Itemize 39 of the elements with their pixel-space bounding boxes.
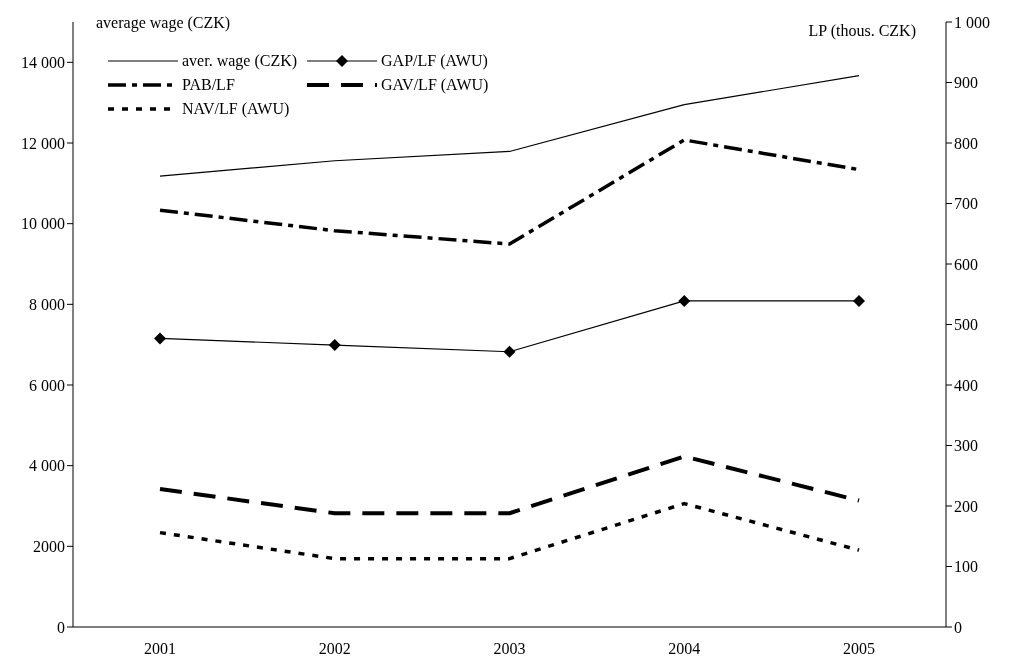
y2-tick-label: 100 bbox=[954, 558, 978, 576]
y2-tick-label: 1 000 bbox=[954, 13, 990, 31]
y-tick-label: 4 000 bbox=[29, 457, 65, 475]
legend-label: PAB/LF bbox=[182, 76, 235, 94]
legend-label: GAP/LF (AWU) bbox=[381, 52, 488, 70]
y2-tick-label: 0 bbox=[954, 618, 962, 636]
y-tick-label: 6 000 bbox=[29, 376, 65, 394]
y-tick-label: 12 000 bbox=[21, 134, 65, 152]
x-tick-label: 2001 bbox=[144, 640, 176, 658]
x-tick-label: 2002 bbox=[318, 640, 351, 658]
line-series bbox=[158, 454, 861, 516]
point bbox=[154, 332, 166, 345]
y-tick-label: 0 bbox=[57, 618, 65, 636]
y2-tick-label: 600 bbox=[954, 255, 978, 273]
y-tick-label: 8 000 bbox=[29, 296, 65, 314]
y-tick-label: 14 000 bbox=[21, 54, 65, 72]
y-tick-label: 2000 bbox=[33, 538, 65, 556]
point bbox=[678, 294, 691, 307]
legend-label: GAV/LF (AWU) bbox=[381, 76, 489, 94]
line-series bbox=[158, 501, 861, 561]
y2-tick-label: 400 bbox=[954, 376, 978, 394]
y2-tick-label: 500 bbox=[954, 316, 978, 334]
point bbox=[503, 345, 516, 358]
point bbox=[328, 339, 341, 352]
y2-axis-title: LP (thous. CZK) bbox=[808, 22, 916, 40]
y2-tick-label: 800 bbox=[954, 134, 978, 152]
y2-tick-label: 900 bbox=[954, 74, 978, 92]
y2-tick-label: 700 bbox=[954, 195, 978, 213]
legend-label: aver. wage (CZK) bbox=[182, 52, 298, 70]
y-tick-label: 10 000 bbox=[21, 215, 65, 233]
y-axis-title: average wage (CZK) bbox=[96, 14, 231, 32]
point bbox=[853, 294, 865, 307]
x-tick-label: 2004 bbox=[668, 640, 701, 658]
legend-label: NAV/LF (AWU) bbox=[182, 100, 290, 118]
line-series bbox=[159, 75, 860, 177]
x-tick-label: 2005 bbox=[843, 640, 875, 658]
x-tick-label: 2003 bbox=[493, 640, 526, 658]
y2-tick-label: 200 bbox=[954, 497, 978, 515]
y2-tick-label: 300 bbox=[954, 437, 978, 455]
